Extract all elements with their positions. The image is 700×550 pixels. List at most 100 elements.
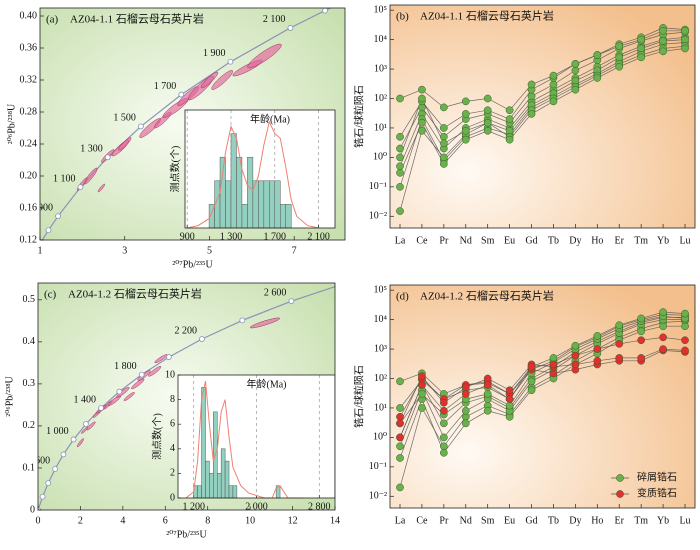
concordia-age-point [227, 58, 234, 65]
histogram-bar [258, 180, 265, 229]
concordia-age-point [83, 421, 89, 427]
x-tick-label: Pr [439, 515, 449, 526]
data-point [549, 80, 558, 89]
y-tick-label: 10³ [374, 343, 387, 354]
x-tick-label: Lu [679, 235, 690, 246]
y-tick-label: 0.12 [20, 234, 38, 245]
y-tick-label: 10⁰ [373, 432, 387, 443]
data-point [571, 85, 580, 94]
concordia-age-point [39, 493, 46, 500]
inset-y-label: 测点数(个) [150, 413, 163, 460]
x-tick-label: Lu [679, 515, 690, 526]
inset-x-tick-label: 2 100 [307, 231, 330, 242]
x-tick-label: Sm [481, 515, 495, 526]
histogram-bar [269, 180, 276, 229]
data-point [549, 369, 558, 378]
concordia-age-point [322, 8, 328, 14]
inset-title: 年龄(Ma) [250, 112, 290, 125]
y-tick-label: 10⁻² [369, 211, 387, 222]
histogram-bar [285, 204, 292, 229]
concordia-age-point [138, 371, 145, 378]
y-tick-label: 0.36 [20, 42, 38, 53]
data-point [439, 398, 448, 407]
histogram-bar [230, 133, 237, 229]
density-curve [187, 120, 319, 229]
histogram-bar [201, 387, 206, 499]
data-point [439, 448, 448, 457]
concordia-age-point [55, 213, 61, 220]
concordia-age-label: 1 300 [80, 144, 103, 155]
data-point [593, 51, 602, 59]
error-ellipse [86, 421, 96, 431]
x-tick-label: Eu [504, 235, 515, 246]
data-point [681, 35, 689, 44]
data-point [505, 395, 514, 403]
inset-x-tick-label: 1 200 [182, 501, 205, 512]
plot-frame [389, 4, 696, 229]
pattern-line [399, 325, 685, 459]
data-point [659, 308, 667, 316]
histogram-bar [241, 204, 248, 229]
data-point [483, 381, 492, 389]
y-tick-label: 0.4 [23, 336, 36, 347]
concordia-age-point [98, 405, 104, 411]
inset-x-tick-label: 2 000 [245, 501, 268, 512]
pattern-line [399, 39, 686, 212]
x-tick-label: Nd [460, 235, 472, 246]
y-tick-label: 10⁵ [374, 284, 388, 295]
x-tick-label: Yb [657, 235, 669, 246]
data-point [396, 404, 404, 412]
data-point [439, 132, 448, 141]
y-tick-label: 0.16 [20, 202, 38, 213]
data-point [396, 94, 404, 103]
concordia-age-label: 1 900 [203, 48, 226, 59]
data-point [549, 71, 558, 80]
x-tick-label: Tm [634, 515, 648, 526]
pattern-line [399, 320, 686, 488]
concordia-age-point [45, 227, 52, 234]
error-ellipse [123, 392, 135, 401]
data-point [505, 135, 514, 144]
data-point [461, 97, 470, 106]
concordia-age-point [199, 336, 205, 342]
inset-y-tick-label: 6 [170, 418, 175, 429]
inset-title: 年龄(Ma) [247, 377, 287, 390]
panel-label: (b) [396, 11, 409, 23]
data-point [659, 345, 667, 353]
concordia-age-label: 2 600 [264, 287, 287, 298]
histogram-bar [228, 485, 234, 499]
data-point [527, 80, 536, 89]
error-ellipse [81, 426, 89, 434]
x-tick-label: Tb [548, 235, 559, 246]
error-ellipse [247, 43, 282, 69]
concordia-age-point [77, 184, 84, 191]
histogram-bar [274, 180, 281, 229]
panel-title: AZ04-1.2 石榴云母石英片岩 [68, 287, 202, 301]
density-curve [185, 380, 304, 499]
data-point [527, 377, 536, 386]
data-point [418, 126, 426, 135]
data-point [637, 44, 646, 53]
data-point [593, 356, 602, 365]
data-point [483, 118, 492, 127]
concordia-age-label: 1 000 [46, 426, 69, 437]
plot-area: 600 1 000 1 400 1 800 2 200 2 600 1 200 2 000 2 … [38, 286, 335, 512]
y-tick-label: 0 [30, 504, 35, 515]
x-tick-label: 7 [292, 245, 297, 256]
histogram-bar [209, 473, 214, 499]
data-point [527, 92, 536, 101]
concordia-age-label: 1 400 [74, 394, 97, 405]
x-tick-label: 1 [38, 245, 43, 256]
histogram-bar [205, 460, 210, 499]
y-tick-label: 0.5 [23, 294, 36, 305]
data-point [615, 53, 624, 62]
data-point [396, 483, 404, 492]
data-point [637, 336, 646, 345]
data-point [461, 135, 470, 144]
plot-area: 900 1 100 1 300 1 500 1 700 1 900 2 100 900 1 30… [40, 8, 336, 242]
x-tick-label: Nd [460, 515, 472, 526]
concordia-age-point [45, 480, 52, 486]
data-point [681, 346, 689, 355]
data-point [659, 37, 667, 45]
